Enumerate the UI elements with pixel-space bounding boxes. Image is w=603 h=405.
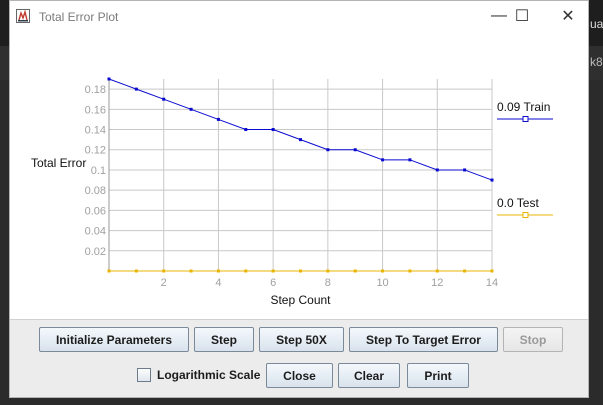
data-point [271, 128, 275, 132]
plot-panel: 2 4 6 8 10 12 14 0.02 0.04 0.06 0.08 0.1 0.12 0.14 0.1… [10, 33, 588, 319]
data-point [107, 77, 111, 81]
data-point [490, 269, 494, 273]
divider [10, 319, 588, 320]
data-point [299, 269, 302, 273]
data-point [162, 97, 166, 101]
x-tick-label: 6 [270, 277, 276, 289]
data-point [189, 269, 193, 273]
data-point [162, 269, 166, 273]
data-point [134, 87, 138, 91]
data-point [463, 269, 467, 273]
data-point [107, 269, 111, 273]
legend-label: 0.0 Test [497, 196, 539, 210]
logarithmic-scale-label: Logarithmic Scale [157, 368, 261, 382]
maximize-icon: ☐ [514, 8, 530, 25]
stop-button[interactable]: Stop [503, 327, 563, 352]
data-point [189, 107, 193, 111]
logarithmic-scale-checkbox[interactable]: Logarithmic Scale [137, 366, 260, 384]
y-tick-label: 0.16 [85, 104, 106, 116]
data-point [381, 269, 385, 273]
y-tick-label: 0.18 [85, 84, 106, 96]
data-point [353, 148, 357, 152]
data-point [408, 269, 412, 273]
x-axis-label: Step Count [270, 293, 331, 307]
title-bar[interactable]: Total Error Plot — ☐ ✕ [10, 1, 588, 33]
y-tick-label: 0.1 [91, 165, 106, 177]
java-app-icon [16, 9, 30, 23]
close-icon: ✕ [561, 8, 575, 25]
x-tick-label: 2 [161, 277, 167, 289]
data-point [244, 128, 248, 132]
x-tick-label: 12 [431, 277, 443, 289]
data-point [271, 269, 275, 273]
close-button[interactable]: Close [266, 363, 333, 388]
y-axis-label: Total Error [31, 156, 86, 170]
minimize-button[interactable]: — [476, 1, 522, 31]
y-tick-label: 0.08 [85, 185, 106, 197]
data-point [216, 269, 220, 273]
y-tick-label: 0.02 [85, 246, 106, 258]
error-chart: 2 4 6 8 10 12 14 0.02 0.04 0.06 0.08 0.1 0.12 0.14 0.1… [31, 77, 553, 307]
data-point [326, 148, 330, 152]
close-window-button[interactable]: ✕ [545, 1, 591, 31]
maximize-button[interactable]: ☐ [499, 1, 545, 31]
background-text: k8 [590, 55, 603, 69]
data-point [408, 158, 412, 162]
y-tick-label: 0.12 [85, 145, 106, 157]
data-point [134, 269, 138, 273]
data-point [244, 269, 248, 273]
step-50x-button[interactable]: Step 50X [259, 327, 344, 352]
legend-marker [522, 116, 529, 122]
data-point [326, 269, 330, 273]
data-point [353, 269, 357, 273]
legend-marker [522, 212, 529, 218]
data-point [435, 168, 439, 172]
print-button[interactable]: Print [407, 363, 469, 388]
x-tick-label: 4 [215, 277, 221, 289]
data-point [435, 269, 439, 273]
step-button[interactable]: Step [194, 327, 254, 352]
window-title: Total Error Plot [39, 10, 119, 24]
y-tick-label: 0.06 [85, 205, 106, 217]
minimize-icon: — [491, 7, 507, 24]
checkbox-icon[interactable] [137, 368, 151, 382]
y-tick-label: 0.04 [85, 226, 106, 238]
clear-button[interactable]: Clear [338, 363, 400, 388]
plot-window: Total Error Plot — ☐ ✕ 2 4 6 8 10 12 14 0.02 0.0… [9, 0, 589, 398]
x-tick-label: 8 [325, 277, 331, 289]
x-tick-label: 14 [486, 277, 498, 289]
data-point [463, 168, 467, 172]
y-tick-label: 0.14 [85, 125, 106, 137]
data-point [299, 138, 302, 142]
initialize-parameters-button[interactable]: Initialize Parameters [39, 327, 189, 352]
data-point [381, 158, 385, 162]
background-text: ua [590, 17, 603, 31]
data-point [216, 117, 220, 121]
step-to-target-error-button[interactable]: Step To Target Error [349, 327, 498, 352]
legend-label: 0.09 Train [497, 100, 550, 114]
data-point [490, 178, 494, 182]
x-tick-label: 10 [376, 277, 388, 289]
